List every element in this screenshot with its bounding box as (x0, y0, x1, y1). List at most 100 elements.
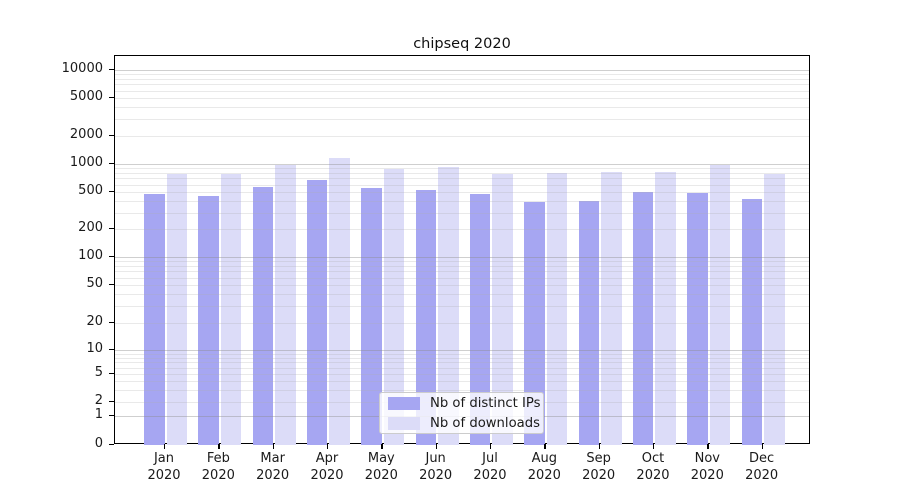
legend-swatch-downloads (388, 416, 420, 430)
gridline-minor (115, 167, 809, 169)
gridline-minor (115, 172, 809, 174)
x-tick-mark (707, 444, 709, 449)
gridline-minor (115, 84, 809, 86)
x-tick-mark (598, 444, 600, 449)
x-tick-mark (272, 444, 274, 449)
y-tick-mark (109, 228, 114, 230)
bar-oct-2020-downloads (655, 171, 676, 445)
plot-area (114, 55, 810, 445)
bar-feb-2020-distinct-ips (198, 196, 219, 445)
gridline-minor (115, 389, 809, 391)
gridline-minor (115, 107, 809, 109)
x-tick-label: Jan 2020 (147, 451, 181, 483)
y-tick-label: 5 (94, 365, 103, 380)
bar-sep-2020-distinct-ips (578, 200, 600, 445)
x-tick-mark (218, 444, 220, 449)
gridline-minor (115, 192, 809, 193)
bar-may-2020-distinct-ips (361, 188, 382, 445)
gridline-minor (115, 294, 809, 296)
legend-swatch-distinct-ips (388, 396, 420, 410)
bar-may-2020-downloads (383, 168, 405, 445)
y-tick-label: 10000 (61, 61, 103, 76)
x-tick-mark (652, 444, 655, 449)
bar-nov-2020-distinct-ips (687, 192, 708, 445)
y-tick-mark (109, 284, 114, 286)
y-tick-mark (109, 191, 114, 193)
y-tick-mark (109, 162, 114, 164)
x-tick-mark (544, 444, 546, 449)
x-tick-mark (489, 444, 492, 449)
gridline-minor (115, 260, 809, 262)
gridline-major (115, 256, 809, 258)
y-tick-mark (109, 415, 114, 417)
bar-jul-2020-distinct-ips (469, 194, 491, 445)
gridline-minor (115, 285, 809, 286)
y-tick-mark (109, 349, 114, 351)
bar-jan-2020-downloads (166, 173, 187, 445)
bar-sep-2020-downloads (601, 171, 622, 445)
bar-mar-2020-distinct-ips (252, 187, 274, 445)
bar-nov-2020-downloads (709, 164, 731, 445)
bar-apr-2020-distinct-ips (306, 179, 328, 445)
gridline-minor (115, 323, 809, 324)
x-tick-label: Nov 2020 (690, 451, 724, 483)
gridline-minor (115, 212, 809, 214)
y-tick-label: 1000 (69, 154, 103, 170)
bar-jun-2020-distinct-ips (415, 189, 437, 445)
gridline-minor (115, 357, 809, 359)
x-tick-label: Apr 2020 (310, 451, 344, 483)
chart-title: chipseq 2020 (413, 36, 511, 52)
gridline-minor (115, 135, 809, 137)
y-tick-mark (109, 255, 114, 257)
legend-label-distinct-ips: Nb of distinct IPs (430, 395, 541, 411)
x-tick-mark (761, 444, 763, 449)
gridline-minor (115, 374, 809, 375)
y-tick-label: 500 (78, 183, 103, 198)
gridline-minor (115, 98, 809, 99)
y-tick-mark (109, 322, 114, 324)
y-tick-label: 100 (78, 247, 103, 263)
gridline-minor (115, 79, 809, 80)
x-tick-mark (164, 444, 166, 449)
gridline-major (115, 350, 809, 351)
bar-apr-2020-downloads (329, 157, 350, 445)
legend-item-distinct-ips: Nb of distinct IPs (380, 395, 543, 411)
grid-layer (115, 56, 809, 443)
y-tick-label: 200 (78, 220, 103, 235)
bar-mar-2020-downloads (275, 165, 296, 445)
gridline-minor (115, 178, 809, 180)
bar-dec-2020-downloads (764, 174, 785, 445)
x-tick-label: Feb 2020 (201, 451, 235, 483)
gridline-minor (115, 201, 809, 202)
y-tick-mark (109, 69, 114, 71)
x-tick-label: Dec 2020 (745, 451, 779, 483)
x-tick-label: Jun 2020 (419, 451, 453, 483)
x-tick-label: Oct 2020 (636, 451, 670, 483)
x-tick-label: Jul 2020 (473, 451, 507, 483)
gridline-major (115, 70, 809, 71)
y-tick-mark (109, 134, 114, 136)
bar-dec-2020-distinct-ips (741, 198, 763, 445)
x-tick-label: Mar 2020 (256, 451, 290, 483)
y-tick-mark (109, 444, 114, 446)
gridline-minor (115, 353, 809, 355)
y-tick-label: 5000 (69, 89, 103, 104)
gridline-minor (115, 90, 809, 92)
y-tick-label: 1 (94, 407, 103, 422)
gridline-minor (115, 229, 809, 230)
y-tick-label: 2000 (69, 126, 103, 142)
bars-layer (115, 56, 809, 445)
gridline-minor (115, 271, 809, 273)
y-tick-label: 0 (94, 436, 103, 451)
bar-feb-2020-downloads (220, 173, 242, 445)
gridline-minor (115, 265, 809, 267)
y-tick-mark (109, 401, 114, 403)
legend-item-downloads: Nb of downloads (380, 416, 543, 431)
gridline-minor (115, 367, 809, 369)
gridline-minor (115, 380, 809, 382)
bar-aug-2020-downloads (546, 173, 568, 445)
gridline-minor (115, 74, 809, 76)
y-tick-mark (109, 373, 114, 375)
x-tick-mark (326, 444, 329, 449)
x-tick-mark (435, 444, 437, 449)
